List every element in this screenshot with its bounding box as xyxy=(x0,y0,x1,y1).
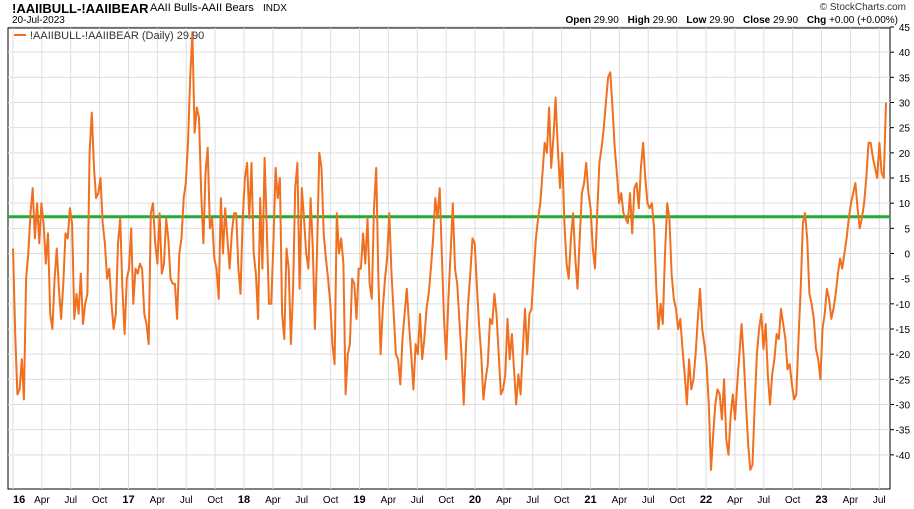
y-tick-label: -35 xyxy=(896,426,911,437)
y-tick-label: -40 xyxy=(896,451,911,462)
open-value: 29.90 xyxy=(593,15,619,26)
x-tick-label: 23 xyxy=(815,494,827,506)
ohlc-readout: Open 29.90 High 29.90 Low 29.90 Close 29… xyxy=(559,15,898,26)
x-tick-label: Jul xyxy=(757,495,770,506)
close-label: Close xyxy=(743,15,771,26)
y-tick-label: 20 xyxy=(899,149,911,160)
x-tick-label: 20 xyxy=(469,494,481,506)
close-value: 29.90 xyxy=(773,15,799,26)
low-value: 29.90 xyxy=(709,15,735,26)
x-tick-label: 22 xyxy=(700,494,712,506)
x-tick-label: Apr xyxy=(34,495,50,506)
x-tick-label: Apr xyxy=(265,495,281,506)
x-tick-label: Apr xyxy=(496,495,512,506)
x-tick-label: Oct xyxy=(207,495,223,506)
x-tick-label: Apr xyxy=(843,495,859,506)
x-tick-label: Oct xyxy=(785,495,801,506)
symbol-label: !AAIIBULL-!AAIIBEAR xyxy=(12,1,149,16)
y-tick-label: 35 xyxy=(899,73,911,84)
y-tick-label: 45 xyxy=(899,23,911,34)
grid xyxy=(8,26,890,489)
x-tick-label: Jul xyxy=(64,495,77,506)
description-label: AAII Bulls-AAII Bears INDX xyxy=(150,2,287,14)
x-tick-label: Apr xyxy=(150,495,166,506)
x-tick-label: Oct xyxy=(554,495,570,506)
description-text: AAII Bulls-AAII Bears xyxy=(150,2,254,14)
legend: !AAIIBULL-!AAIIBEAR (Daily) 29.90 xyxy=(14,30,204,42)
series-line xyxy=(12,31,887,471)
x-tick-label: Jul xyxy=(180,495,193,506)
x-tick-label: Jul xyxy=(642,495,655,506)
y-tick-label: 25 xyxy=(899,124,911,135)
y-tick-label: 10 xyxy=(899,199,911,210)
date-label: 20-Jul-2023 xyxy=(12,15,65,26)
y-tick-label: -20 xyxy=(896,350,911,361)
low-label: Low xyxy=(686,15,707,26)
x-tick-label: 18 xyxy=(238,494,250,506)
y-tick-label: -15 xyxy=(896,325,911,336)
y-tick-label: -5 xyxy=(901,275,910,286)
x-tick-label: Jul xyxy=(295,495,308,506)
legend-text: !AAIIBULL-!AAIIBEAR (Daily) 29.90 xyxy=(30,30,204,42)
y-tick-label: 5 xyxy=(904,224,910,235)
x-tick-label: Oct xyxy=(669,495,685,506)
chart-header: !AAIIBULL-!AAIIBEAR AAII Bulls-AAII Bear… xyxy=(0,0,914,28)
x-tick-label: Oct xyxy=(323,495,339,506)
brand-label: © StockCharts.com xyxy=(819,2,906,13)
x-tick-label: Apr xyxy=(727,495,743,506)
y-tick-label: 0 xyxy=(904,250,910,261)
x-tick-label: Jul xyxy=(873,495,886,506)
chg-label: Chg xyxy=(806,15,827,26)
open-label: Open xyxy=(565,15,591,26)
chg-value: +0.00 (+0.00%) xyxy=(829,15,898,26)
y-tick-label: -10 xyxy=(896,300,911,311)
y-tick-label: 30 xyxy=(899,99,911,110)
x-tick-label: 17 xyxy=(122,494,134,506)
x-tick-label: Oct xyxy=(438,495,454,506)
x-tick-label: 21 xyxy=(584,494,596,506)
x-tick-label: Oct xyxy=(92,495,108,506)
x-tick-label: Jul xyxy=(526,495,539,506)
high-value: 29.90 xyxy=(652,15,678,26)
y-axis: 45 40 35 30 25 20 15 10 5 0 -5 -10 -15 -20 -25 -30 -35 -4… xyxy=(890,23,910,462)
x-axis: 16 Apr Jul Oct 17 Apr Jul Oct 18 Apr Jul Oct 19 Apr Ju… xyxy=(13,494,886,506)
y-tick-label: 15 xyxy=(899,174,911,185)
x-tick-label: 19 xyxy=(353,494,365,506)
x-tick-label: 16 xyxy=(13,494,25,506)
y-tick-label: 40 xyxy=(899,48,911,59)
x-tick-label: Jul xyxy=(411,495,424,506)
high-label: High xyxy=(627,15,650,26)
y-tick-label: -25 xyxy=(896,375,911,386)
plot-area xyxy=(7,27,891,490)
x-tick-label: Apr xyxy=(612,495,628,506)
y-tick-label: -30 xyxy=(896,401,911,412)
exchange-text: INDX xyxy=(263,3,287,14)
x-tick-label: Apr xyxy=(381,495,397,506)
